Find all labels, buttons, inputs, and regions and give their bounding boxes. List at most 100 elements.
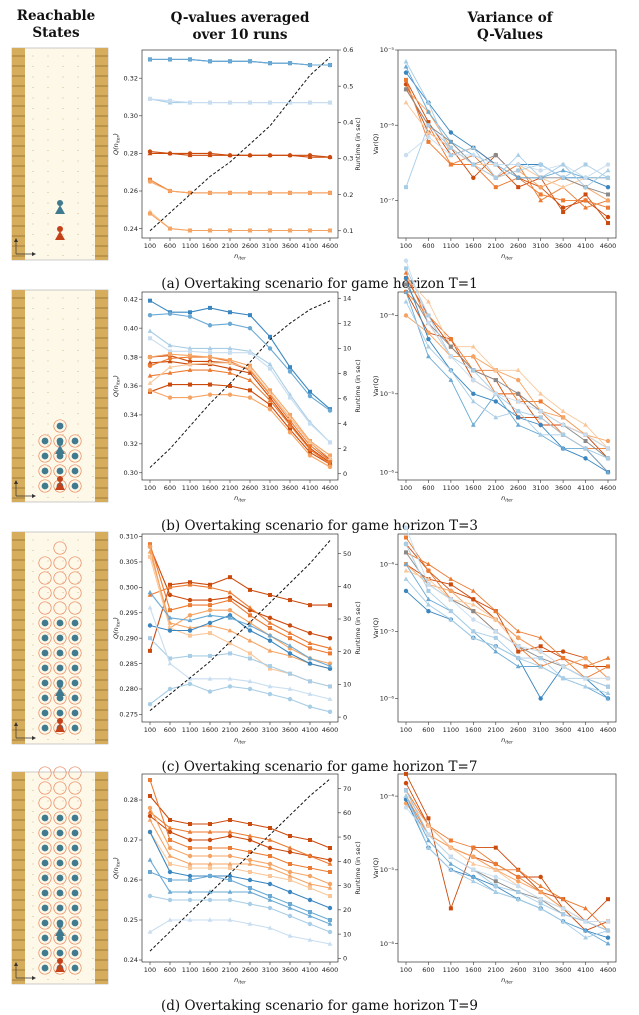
header-var-line2: Q-Values (477, 27, 543, 43)
variance-series-point (403, 780, 409, 786)
q-xlabel: niter (234, 494, 247, 504)
q-series-point (308, 421, 312, 426)
variance-series-point (583, 422, 588, 427)
reachable-state-ring (53, 631, 67, 645)
reachable-state-ring (68, 449, 82, 463)
variance-series-point (515, 867, 521, 872)
reachable-state-dot (41, 949, 49, 957)
reachable-state-ring (53, 811, 67, 825)
header-var-line1: Variance of (467, 10, 553, 26)
reachable-state-ring (68, 661, 82, 675)
variance-plot-frame (397, 773, 617, 963)
q-series-point (287, 933, 293, 938)
q-series-point (248, 613, 252, 618)
reachable-state-ring (68, 916, 82, 930)
variance-series-point (403, 525, 409, 530)
variance-series-point (560, 167, 566, 173)
runtime-ylabel: Runtime (in sec) (354, 601, 362, 654)
variance-series-point (560, 675, 566, 681)
reachable-state-ring (68, 961, 82, 975)
variance-series-point (605, 655, 611, 660)
q-series-point (327, 645, 333, 651)
variance-series-point (493, 862, 498, 867)
q-xtick-label: 1100 (182, 242, 199, 250)
orange-car-icon (55, 958, 65, 972)
blue-car-icon (55, 682, 65, 696)
variance-series-point (605, 940, 611, 946)
reachable-state-ring (53, 419, 67, 433)
variance-series-line (405, 61, 609, 188)
variance-series-point (471, 597, 476, 602)
reachable-state-dot (41, 814, 49, 822)
q-xtick-label: 100 (144, 484, 156, 492)
q-series-point (187, 853, 193, 859)
reachable-state-dot (71, 919, 79, 927)
q-series-point (267, 845, 273, 851)
runtime-ylabel: Runtime (in sec) (354, 117, 362, 170)
runtime-ylabel: Runtime (in sec) (354, 359, 362, 412)
axis-arrows-icon (14, 480, 36, 498)
reachable-state-dot (41, 829, 49, 837)
variance-ytick-label: 10⁻⁵ (380, 628, 395, 636)
q-series-point (228, 818, 232, 822)
reachable-state-dot (71, 482, 79, 490)
q-series-point (247, 686, 253, 692)
q-series-line (149, 360, 331, 464)
variance-series-line (405, 795, 609, 939)
variance-series-point (471, 609, 476, 614)
q-series-point (248, 651, 252, 656)
q-series-point (228, 350, 232, 355)
q-series-point (288, 100, 292, 105)
q-series-point (307, 704, 313, 709)
q-series-point (147, 380, 153, 385)
q-series-point (207, 917, 213, 922)
runtime-ytick-label: 4 (343, 420, 347, 428)
variance-series-line (405, 89, 609, 209)
variance-series-point (516, 883, 521, 889)
q-series-point (247, 889, 253, 894)
q-series-point (167, 889, 173, 894)
q-xtick-label: 100 (144, 726, 156, 734)
q-series-point (247, 833, 253, 838)
reachable-state-dot (71, 829, 79, 837)
reachable-state-ring (68, 571, 82, 585)
q-series-point (187, 897, 193, 903)
q-series-point (248, 228, 252, 233)
variance-ytick-label: 10⁻⁷ (380, 197, 395, 205)
variance-ytick-label: 10⁻⁵ (380, 390, 395, 398)
variance-series-point (404, 788, 408, 793)
variance-xtick-label: 3100 (532, 966, 549, 974)
reachable-state-ring (38, 916, 52, 930)
variance-series-point (404, 771, 408, 776)
reachable-state-ring (53, 766, 67, 780)
variance-series-point (471, 354, 476, 359)
q-ytick-label: 0.40 (124, 324, 138, 332)
q-series-point (167, 917, 173, 922)
variance-series-line (405, 803, 609, 932)
q-series-point (167, 188, 173, 194)
variance-series-point (493, 185, 498, 190)
q-series-point (288, 671, 292, 676)
variance-series-point (426, 320, 431, 326)
q-series-point (267, 394, 273, 400)
reachable-state-dot (71, 664, 79, 672)
reachable-state-dot (71, 679, 79, 687)
variance-xtick-label: 3600 (555, 484, 572, 492)
q-xtick-label: 3100 (262, 966, 279, 974)
reachable-state-ring (38, 706, 52, 720)
runtime-ytick-label: 40 (343, 583, 351, 591)
q-series-point (188, 653, 192, 658)
q-series-point (288, 862, 292, 866)
variance-series-point (471, 377, 476, 383)
q-xtick-label: 600 (164, 966, 176, 974)
variance-series-point (605, 676, 611, 681)
q-xtick-label: 2600 (242, 242, 259, 250)
q-ytick-label: 0.36 (124, 382, 138, 390)
variance-series-line (405, 66, 608, 179)
reachable-state-ring (53, 541, 67, 555)
subfigure-caption: (b) Overtaking scenario for game horizon… (161, 518, 478, 534)
variance-series-point (583, 655, 588, 661)
variance-xtick-label: 2600 (510, 484, 527, 492)
variance-series-point (470, 635, 476, 640)
reachable-state-dot (71, 619, 79, 627)
